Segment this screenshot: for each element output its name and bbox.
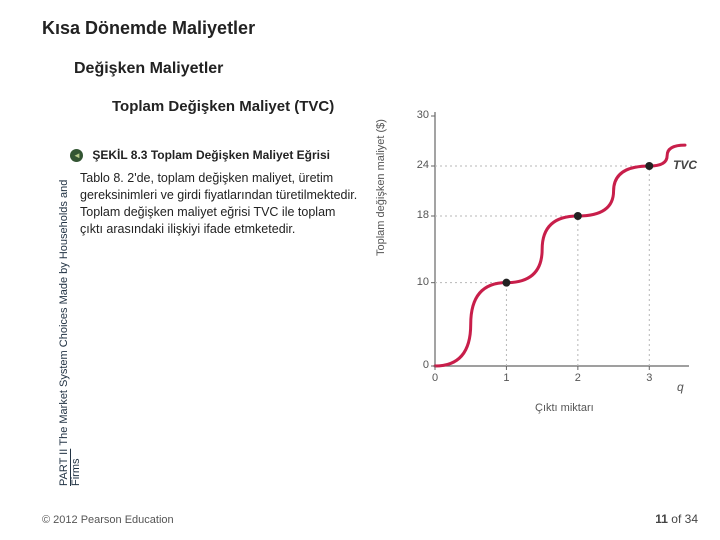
page-title: Kısa Dönemde Maliyetler	[42, 18, 255, 39]
page-number: 11 of 34	[655, 512, 698, 526]
tvc-chart: Toplam değişken maliyet ($) TVC Çıktı mi…	[395, 106, 695, 406]
y-tick: 18	[405, 209, 429, 221]
page-total: 34	[685, 512, 698, 526]
vertical-strip-part: PART II	[58, 449, 70, 486]
chart-svg	[395, 106, 695, 406]
x-tick: 1	[496, 372, 516, 384]
sub-sub-title: Toplam Değişken Maliyet (TVC)	[112, 98, 334, 115]
figure-body-text: Tablo 8. 2'de, toplam değişken maliyet, …	[80, 170, 360, 238]
vertical-strip: PART II The Market System Choices Made b…	[58, 166, 72, 486]
vertical-strip-rest: The Market System Choices Made by Househ…	[58, 180, 82, 486]
curve-label: TVC	[673, 158, 697, 172]
y-tick: 10	[405, 276, 429, 288]
y-tick: 0	[405, 359, 429, 371]
y-tick: 24	[405, 159, 429, 171]
page-current: 11	[655, 512, 668, 526]
figure-label-rest: Toplam Değişken Maliyet Eğrisi	[151, 148, 330, 162]
y-tick: 30	[405, 109, 429, 121]
copyright: © 2012 Pearson Education	[42, 514, 174, 526]
page-separator: of	[671, 512, 681, 526]
x-tick: 0	[425, 372, 445, 384]
q-axis-symbol: q	[677, 380, 684, 394]
y-axis-label: Toplam değişken maliyet ($)	[375, 119, 387, 256]
x-axis-label: Çıktı miktarı	[535, 402, 594, 414]
figure-label: ŞEKİL 8.3 Toplam Değişken Maliyet Eğrisi	[70, 148, 330, 162]
bullet-icon	[70, 149, 83, 162]
sub-title: Değişken Maliyetler	[74, 60, 223, 78]
x-tick: 3	[639, 372, 659, 384]
x-tick: 2	[568, 372, 588, 384]
figure-label-prefix: ŞEKİL 8.3	[92, 148, 147, 162]
